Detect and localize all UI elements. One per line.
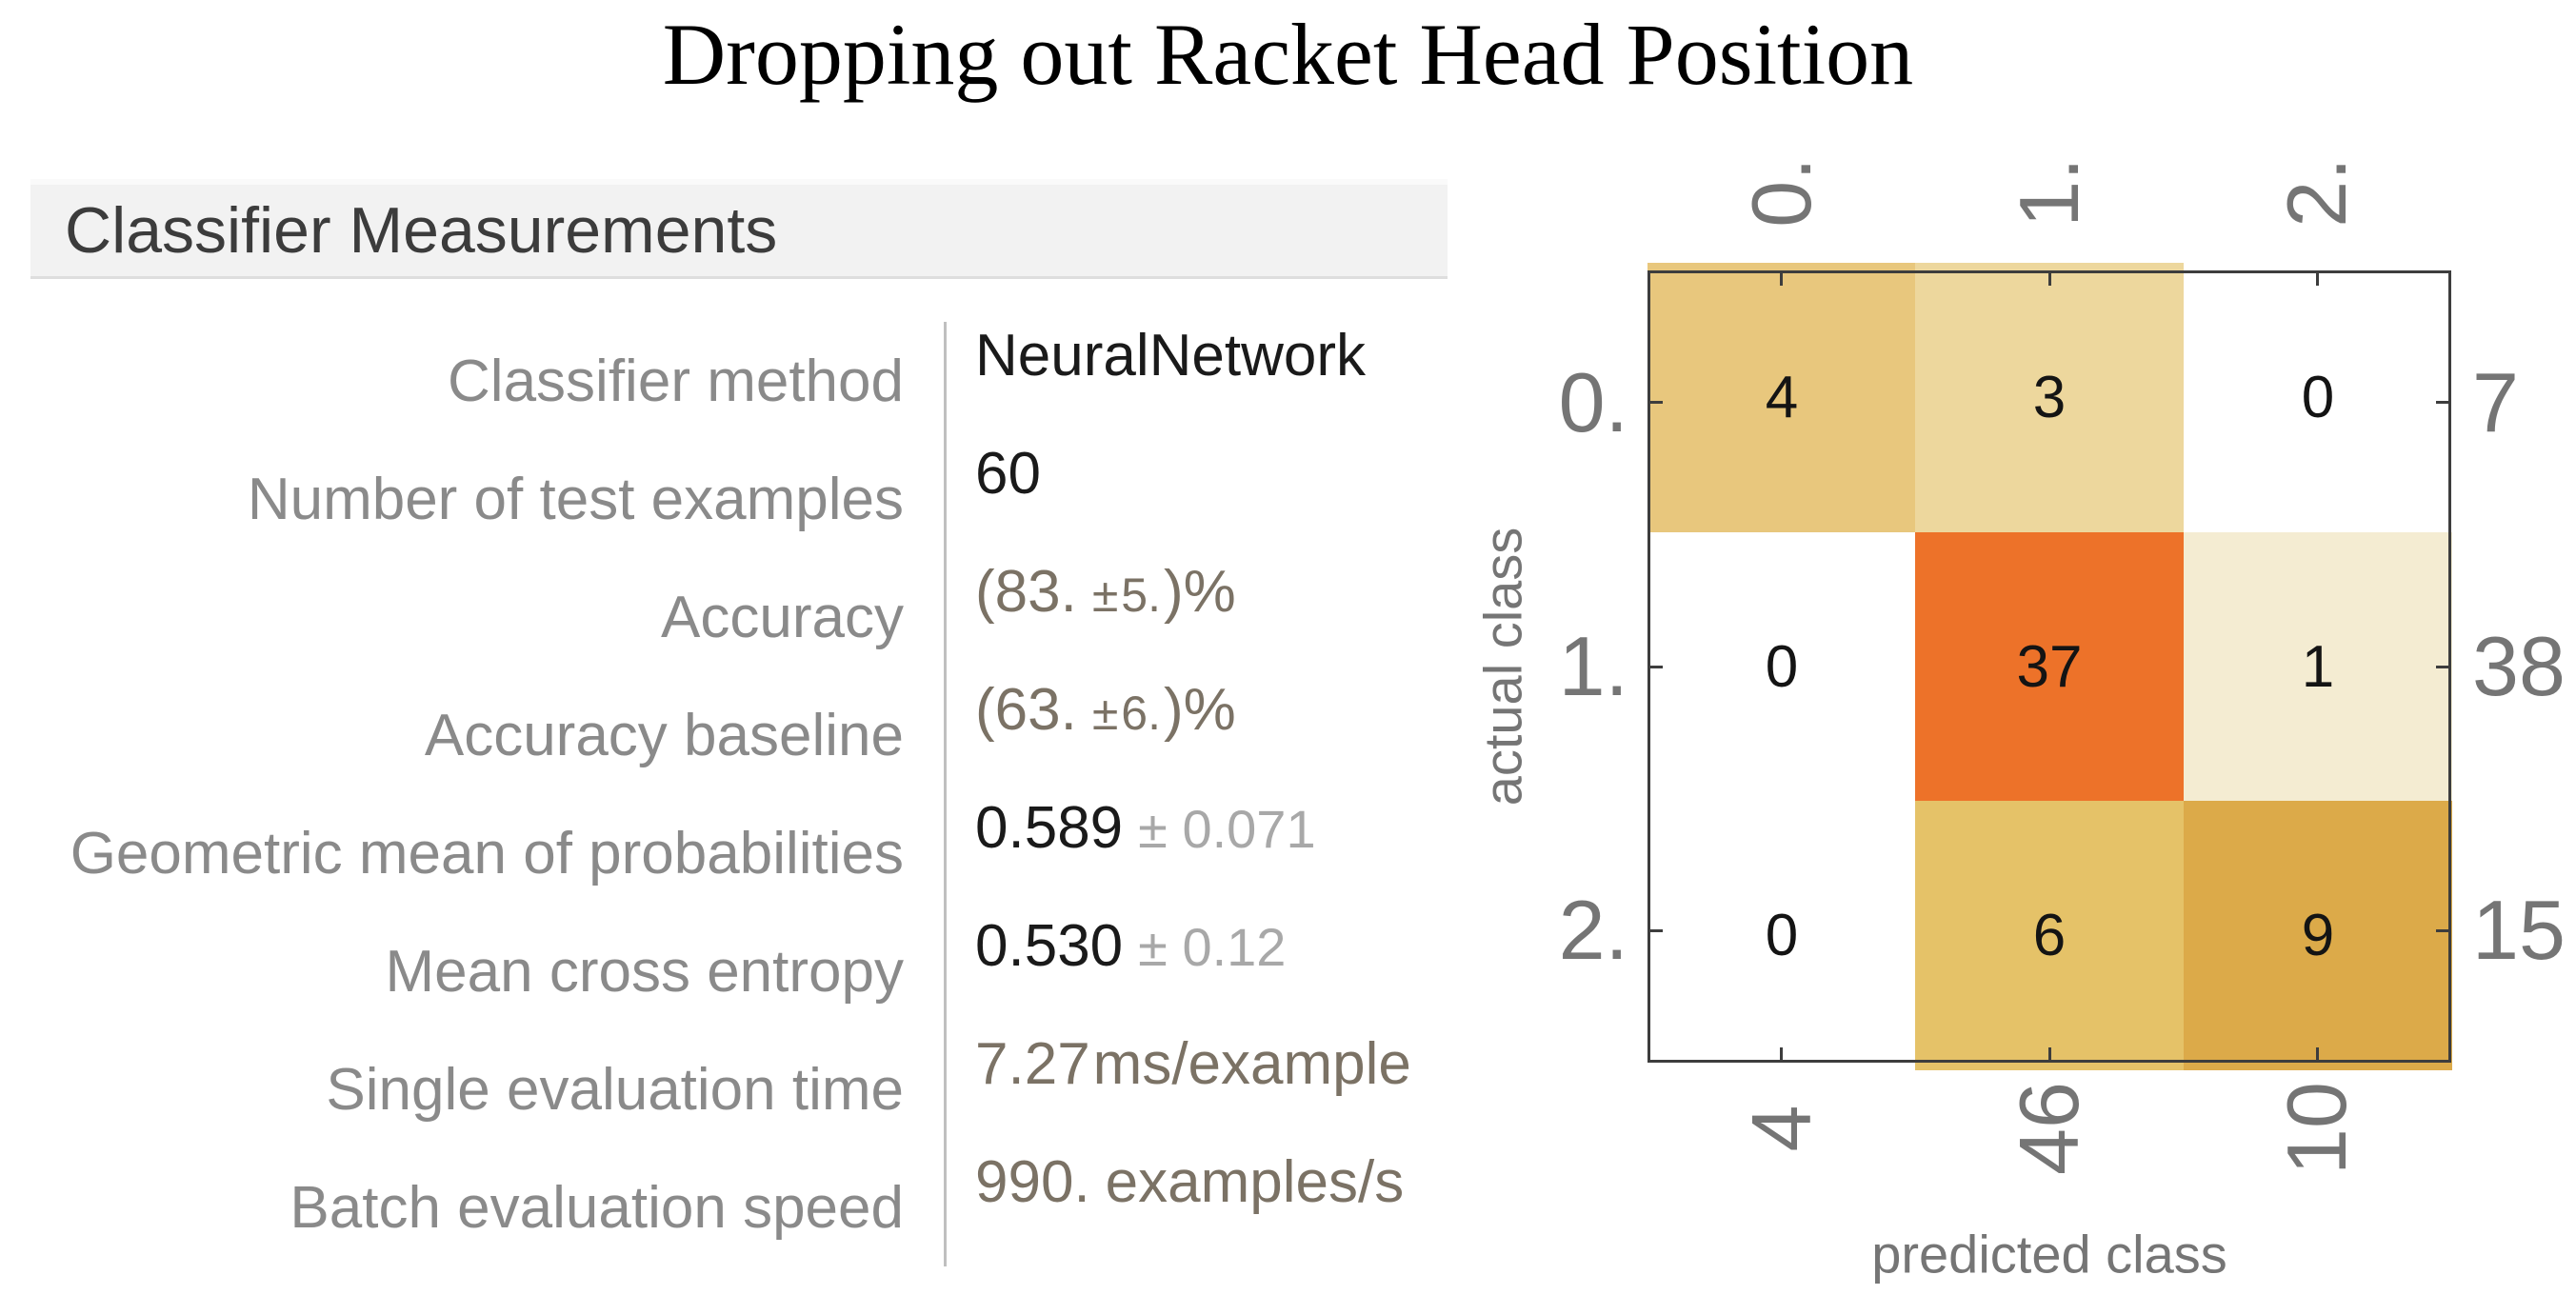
measurement-value-part: )% (1164, 559, 1236, 625)
confusion-matrix-cell: 1 (2184, 532, 2452, 802)
x-tick-label: 1. (2002, 157, 2096, 228)
confusion-matrix-cell: 6 (1915, 801, 2184, 1070)
measurement-label: Single evaluation time (326, 1056, 904, 1123)
measurement-value-part: 7.27 (975, 1031, 1090, 1097)
measurement-value: (63. ±6.)% (944, 676, 1448, 794)
measurement-value-part: )% (1164, 677, 1236, 743)
x-axis-label: predicted class (1871, 1224, 2227, 1285)
measurement-label: Number of test examples (247, 466, 904, 532)
measurement-label: Mean cross entropy (385, 938, 904, 1005)
measurement-label: Accuracy (661, 584, 904, 650)
measurement-label: Accuracy baseline (424, 702, 904, 768)
measurement-value-part: 0.589 (975, 795, 1124, 861)
y-tick-label: 1. (1558, 619, 1628, 713)
measurement-label: Classifier method (448, 348, 904, 414)
measurement-row: Accuracy baseline (63. ±6.)% (30, 676, 1448, 794)
measurement-row: Geometric mean of probabilities 0.589 ± 0.… (30, 794, 1448, 912)
measurement-value: (83. ±5.)% (944, 558, 1448, 676)
measurement-value-part: (63. (975, 677, 1077, 743)
measurements-table: Classifier method NeuralNetwork Number of … (30, 322, 1448, 1266)
row-total-label: 15 (2472, 883, 2566, 978)
x-axis-tick (1780, 1047, 1784, 1063)
y-axis-tick (2436, 928, 2451, 932)
measurement-value: NeuralNetwork (944, 322, 1448, 440)
y-axis-tick (2436, 401, 2451, 405)
confusion-matrix-cell: 4 (1647, 263, 1916, 532)
measurement-value-part: ± 0.12 (1138, 917, 1287, 977)
measurement-value: 0.530 ± 0.12 (944, 912, 1448, 1030)
confusion-matrix-frame (1647, 270, 2451, 1063)
y-tick-label: 2. (1558, 883, 1628, 978)
y-axis-label: actual class (1472, 527, 1533, 807)
measurement-value-part: ± (1091, 687, 1119, 740)
y-axis-tick (1647, 401, 1663, 405)
classifier-measurements-header: Classifier Measurements (30, 179, 1448, 279)
measurement-value-part: 60 (975, 441, 1041, 507)
measurement-value: 60 (944, 440, 1448, 558)
x-axis-tick (2315, 1047, 2319, 1063)
confusion-matrix-cell: 0 (1647, 801, 1916, 1070)
measurement-value: 990. examples/s (944, 1148, 1448, 1266)
measurement-value-part: 0.530 (975, 913, 1124, 979)
x-axis-tick (1780, 270, 1784, 286)
measurement-row: Classifier method NeuralNetwork (30, 322, 1448, 440)
classifier-measurements-header-label: Classifier Measurements (65, 194, 778, 267)
confusion-matrix-cell: 9 (2184, 801, 2452, 1070)
measurement-label: Batch evaluation speed (290, 1174, 904, 1241)
row-total-label: 7 (2472, 354, 2519, 449)
measurement-row: Mean cross entropy 0.530 ± 0.12 (30, 912, 1448, 1030)
page-title: Dropping out Racket Head Position (662, 6, 1914, 103)
measurement-value-part: 6. (1121, 687, 1161, 740)
x-axis-tick (2047, 1047, 2051, 1063)
y-axis-tick (2436, 665, 2451, 668)
y-tick-label: 0. (1558, 354, 1628, 449)
y-axis-tick (1647, 928, 1663, 932)
confusion-matrix-cell: 37 (1915, 532, 2184, 802)
measurement-value-part: (83. (975, 559, 1077, 625)
measurement-value-part: 990. (975, 1149, 1090, 1215)
measurement-value-part: ± 0.071 (1138, 799, 1316, 859)
y-axis-tick (1647, 665, 1663, 668)
measurement-row: Batch evaluation speed 990. examples/s (30, 1148, 1448, 1266)
measurement-value-part: ± (1091, 568, 1119, 622)
col-total-label: 46 (2002, 1082, 2096, 1175)
measurement-label: Geometric mean of probabilities (70, 820, 904, 887)
confusion-matrix-cell: 3 (1915, 263, 2184, 532)
measurement-value: 0.589 ± 0.071 (944, 794, 1448, 912)
measurement-value-part: NeuralNetwork (975, 323, 1367, 388)
x-tick-label: 0. (1733, 157, 1828, 228)
confusion-matrix-cell: 0 (1647, 532, 1916, 802)
x-axis-tick (2315, 270, 2319, 286)
measurement-value: 7.27 ms/example (944, 1030, 1448, 1148)
measurement-value-part: examples/s (1105, 1149, 1405, 1215)
col-total-label: 4 (1733, 1105, 1828, 1152)
x-axis-tick (2047, 270, 2051, 286)
x-tick-label: 2. (2269, 157, 2365, 228)
measurement-row: Accuracy (83. ±5.)% (30, 558, 1448, 676)
measurement-value-part: ms/example (1092, 1031, 1411, 1097)
measurement-value-part: 5. (1121, 568, 1161, 622)
row-total-label: 38 (2472, 619, 2566, 713)
measurement-row: Number of test examples 60 (30, 440, 1448, 558)
col-total-label: 10 (2269, 1082, 2365, 1175)
confusion-matrix-cell: 0 (2184, 263, 2452, 532)
measurement-row: Single evaluation time 7.27 ms/example (30, 1030, 1448, 1148)
